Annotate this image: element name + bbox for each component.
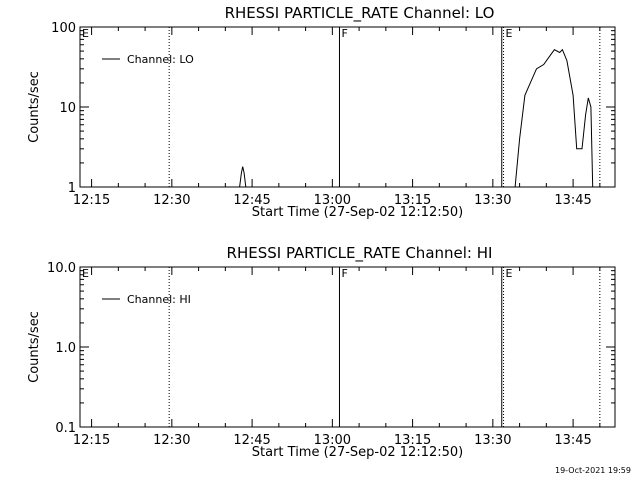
- x-tick-label: 13:45: [554, 193, 591, 208]
- y-tick-label: 10: [59, 101, 76, 116]
- y-axis-label: Counts/sec: [27, 311, 42, 383]
- series-line: [239, 166, 247, 188]
- x-tick-label: 13:00: [314, 193, 351, 208]
- x-tick-label: 13:30: [474, 193, 511, 208]
- y-tick-label: 0.1: [55, 421, 76, 436]
- chart-title: RHESSI PARTICLE_RATE Channel: HI: [227, 244, 493, 263]
- series-line: [514, 48, 594, 188]
- event-marker-label: E: [506, 27, 513, 40]
- x-axis-label: Start Time (27-Sep-02 12:12:50): [252, 205, 463, 220]
- legend-label: Channel: LO: [127, 53, 194, 66]
- legend-label: Channel: HI: [127, 293, 191, 306]
- plot-frame: [79, 26, 616, 188]
- x-tick-label: 13:00: [314, 433, 351, 448]
- event-marker-label: E: [82, 27, 89, 40]
- y-tick-label: 1: [68, 181, 76, 196]
- y-tick-label: 1.0: [55, 341, 76, 356]
- y-tick-label: 10.0: [47, 261, 76, 276]
- event-marker-label: E: [506, 267, 513, 280]
- event-marker-label: E: [82, 267, 89, 280]
- footer-timestamp: 19-Oct-2021 19:59: [555, 466, 631, 475]
- x-tick-label: 13:15: [394, 433, 431, 448]
- x-axis-label: Start Time (27-Sep-02 12:12:50): [252, 445, 463, 460]
- x-tick-label: 12:30: [153, 193, 190, 208]
- x-tick-label: 12:30: [153, 433, 190, 448]
- y-tick-label: 100: [51, 21, 76, 36]
- event-marker-label: F: [341, 267, 347, 280]
- y-axis-label: Counts/sec: [27, 71, 42, 143]
- x-tick-label: 12:15: [73, 433, 110, 448]
- x-tick-label: 12:45: [233, 193, 270, 208]
- event-marker-label: F: [341, 27, 347, 40]
- x-tick-label: 13:15: [394, 193, 431, 208]
- chart-title: RHESSI PARTICLE_RATE Channel: LO: [225, 4, 495, 23]
- x-tick-label: 13:30: [474, 433, 511, 448]
- x-tick-label: 12:45: [233, 433, 270, 448]
- x-tick-label: 12:15: [73, 193, 110, 208]
- plot-frame: [79, 266, 616, 428]
- x-tick-label: 13:45: [554, 433, 591, 448]
